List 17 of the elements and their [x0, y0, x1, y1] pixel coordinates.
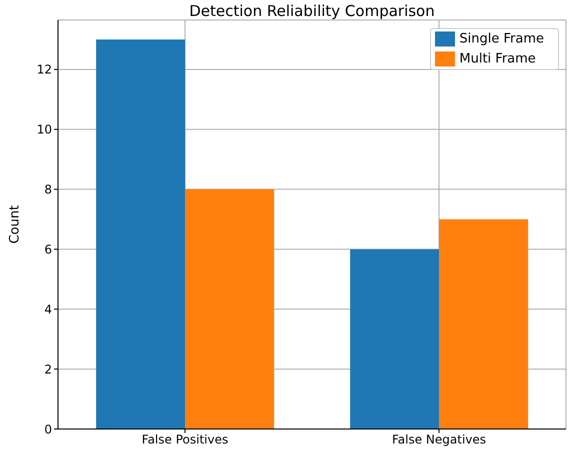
y-axis-title: Count: [8, 205, 23, 244]
y-tick-label: 12: [36, 62, 52, 77]
bar: [439, 219, 528, 429]
y-tick-label: 2: [44, 362, 52, 376]
y-tick-label: 10: [36, 122, 52, 137]
legend-label: Multi Frame: [459, 52, 536, 67]
y-tick-label: 4: [44, 302, 52, 316]
bar: [96, 39, 186, 429]
y-tick-label: 6: [44, 242, 52, 256]
x-tick-label: False Negatives: [392, 432, 486, 447]
bar: [350, 249, 440, 429]
x-tick-label: False Positives: [142, 432, 228, 447]
bar: [185, 189, 274, 429]
legend-label: Single Frame: [459, 32, 544, 47]
chart-title: Detection Reliability Comparison: [188, 2, 436, 20]
y-tick-label: 8: [44, 182, 52, 197]
y-tick-label: 0: [44, 422, 52, 436]
